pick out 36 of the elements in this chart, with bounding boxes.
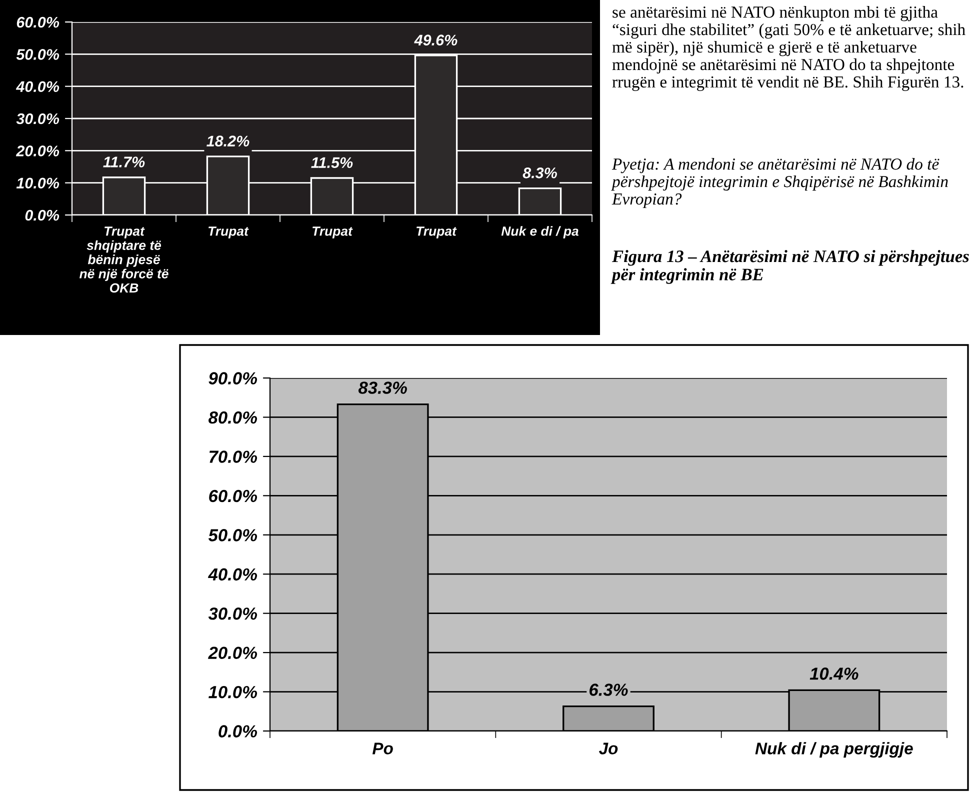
x-tick-label: Jo [598, 742, 618, 754]
x-tick-label: Nuk di / pa pergjigje [755, 742, 913, 758]
y-tick-label: 70.0% [209, 450, 258, 463]
x-tick-label: Nuk e di / pa [501, 226, 578, 238]
data-label: 6.3% [590, 684, 628, 696]
y-tick-label: 60.0% [16, 16, 60, 28]
y-tick-label: 20.0% [208, 646, 258, 660]
y-tick-label: 30.0% [16, 113, 60, 124]
y-tick-label: 0.0% [25, 210, 60, 221]
x-tick-label: Trupat shqiptare të bënin pjesë në një forcë të OKB [80, 226, 168, 293]
data-label: 8.3% [522, 168, 557, 178]
data-label: 83.3% [358, 382, 407, 394]
data-label: 49.6% [414, 34, 458, 46]
y-tick-label: 10.0% [16, 178, 60, 189]
data-label: 11.5% [311, 157, 353, 168]
y-tick-label: 40.0% [208, 568, 258, 581]
y-tick-label: 60.0% [209, 490, 258, 502]
y-tick-label: 80.0% [208, 411, 258, 424]
text: se anëtarësimi në NATO nënkupton mbi të gjitha “siguri dhe stabilitet” (gati 50% e të anketuarve; shih më sipër), një shumicë e gjerë e të anketuarve mendojnë se anëtarësimi në NATO do ta shpejtonte rrugën e integrimit të vendit në BE. Shih Figurën 13. [612, 6, 966, 92]
data-label: 18.2% [206, 136, 250, 146]
data-label: 11.7% [103, 156, 145, 168]
text: Pyetja: A mendoni se anëtarësimi në NATO do të përshpejtojë integrimin e Shqipërisë në Bashkimin Evropian? [611, 158, 948, 208]
x-tick-label: Trupat [416, 226, 457, 238]
x-tick-label: Trupat [208, 226, 249, 238]
y-tick-label: 90.0% [208, 372, 258, 384]
y-tick-label: 50.0% [208, 529, 258, 542]
y-tick-label: 10.0% [208, 686, 258, 698]
y-tick-label: 30.0% [208, 608, 258, 620]
y-tick-label: 0.0% [218, 725, 258, 738]
y-tick-label: 20.0% [16, 146, 60, 156]
x-tick-label: Po [372, 742, 393, 754]
chart-title: Figura 13 – Anëtarësimi në NATO si përshpejtues për integrimin në BE [610, 250, 969, 284]
data-label: 10.4% [810, 668, 858, 680]
y-tick-label: 40.0% [16, 81, 60, 92]
x-tick-label: Trupat [312, 226, 353, 238]
y-tick-label: 50.0% [16, 49, 60, 60]
